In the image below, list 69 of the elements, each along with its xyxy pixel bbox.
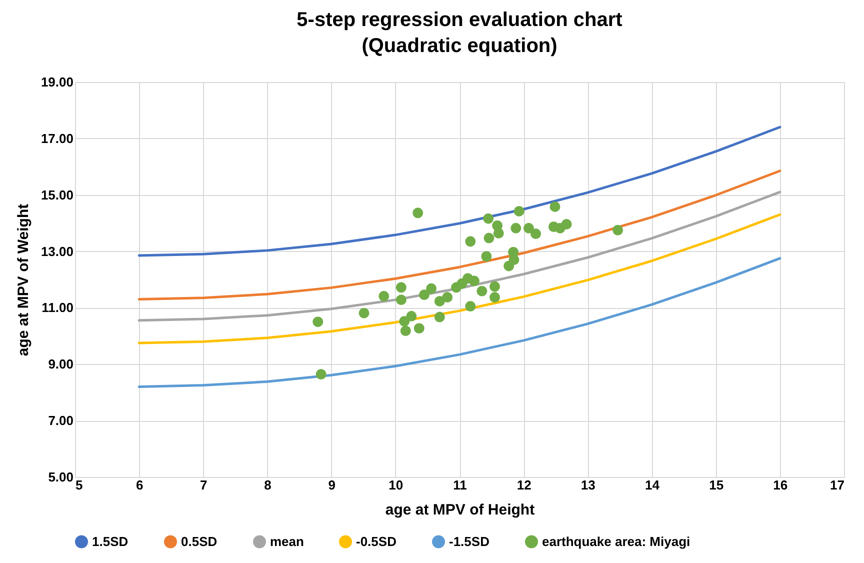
- line-series: [138, 190, 782, 322]
- line-series: [138, 257, 782, 388]
- x-tick-label: 10: [388, 478, 404, 492]
- x-tick-label: 12: [516, 478, 532, 492]
- legend-label: 1.5SD: [92, 534, 128, 549]
- point: [561, 218, 572, 230]
- line-series: [138, 213, 782, 344]
- point: [406, 310, 417, 322]
- point: [419, 290, 430, 300]
- x-axis-title: age at MPV of Height: [385, 502, 535, 518]
- x-tick-label: 5: [76, 478, 83, 492]
- point: [426, 283, 437, 294]
- point: [530, 228, 542, 240]
- point: [312, 316, 324, 328]
- point: [434, 312, 445, 322]
- y-tick-label: 5.00: [48, 470, 74, 484]
- x-tick-label: 13: [580, 478, 596, 492]
- x-tick-label: 7: [200, 478, 208, 492]
- point: [514, 206, 524, 216]
- y-tick-label: 7.00: [48, 413, 74, 428]
- y-tick-label: 19.00: [40, 74, 74, 90]
- point: [484, 232, 494, 244]
- chart-title: 5-step regression evaluation chart: [296, 9, 623, 31]
- point: [412, 208, 424, 218]
- point: [434, 296, 445, 306]
- point: [476, 286, 488, 296]
- point: [550, 201, 560, 212]
- point: [396, 282, 406, 293]
- point: [396, 294, 406, 306]
- point: [414, 323, 424, 334]
- point: [493, 228, 504, 238]
- y-tick-label: 11.00: [42, 300, 74, 316]
- point: [465, 301, 476, 312]
- point: [612, 224, 624, 236]
- y-tick-label: 9.00: [48, 356, 74, 372]
- y-axis-title: age at MPV of Weight: [14, 204, 32, 356]
- point: [481, 251, 492, 262]
- point: [358, 308, 370, 318]
- point: [468, 276, 480, 286]
- x-tick-label: 11: [453, 478, 467, 492]
- point: [400, 326, 411, 336]
- x-tick-label: 15: [709, 478, 724, 492]
- point: [316, 369, 326, 380]
- y-tick-label: 17.00: [40, 130, 74, 146]
- point: [465, 236, 476, 247]
- x-tick-label: 8: [264, 478, 272, 492]
- legend-label: earthquake area: Miyagi: [542, 534, 690, 549]
- legend-label: 0.5SD: [181, 534, 218, 549]
- legend-label: -0.5SD: [356, 534, 396, 549]
- point: [483, 213, 494, 224]
- x-tick-label: 9: [328, 478, 336, 492]
- legend-label: mean: [270, 534, 304, 549]
- y-tick-label: 13.00: [40, 244, 74, 259]
- y-tick-label: 15.00: [40, 187, 74, 202]
- point: [378, 290, 390, 302]
- line-series: [138, 126, 782, 257]
- point: [523, 222, 534, 234]
- point: [508, 254, 520, 265]
- x-tick-label: 16: [773, 478, 788, 492]
- x-tick-label: 14: [645, 478, 660, 492]
- line-series: [138, 170, 782, 300]
- point: [510, 222, 522, 234]
- point: [490, 292, 500, 303]
- x-tick-label: 6: [136, 478, 144, 492]
- point: [442, 292, 453, 303]
- legend-label: -1.5SD: [449, 534, 490, 549]
- chart-subtitle: (Quadratic equation): [362, 35, 558, 57]
- point: [490, 281, 500, 292]
- x-tick-label: 17: [830, 478, 844, 492]
